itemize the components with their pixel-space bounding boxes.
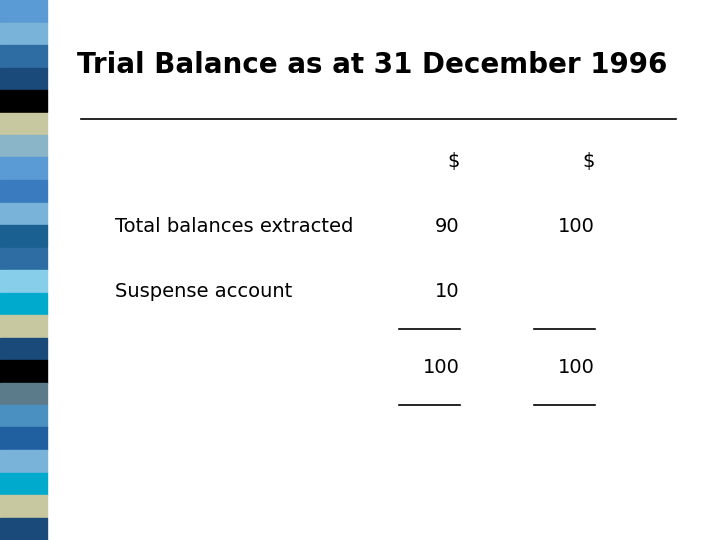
Text: Suspense account: Suspense account <box>115 282 292 301</box>
Text: 100: 100 <box>558 357 595 377</box>
Text: $: $ <box>582 152 595 172</box>
Text: 100: 100 <box>558 217 595 237</box>
Text: 100: 100 <box>423 357 459 377</box>
Text: 10: 10 <box>435 282 459 301</box>
Text: 90: 90 <box>435 217 459 237</box>
Text: Total balances extracted: Total balances extracted <box>115 217 354 237</box>
Text: Trial Balance as at 31 December 1996: Trial Balance as at 31 December 1996 <box>76 51 667 79</box>
Text: $: $ <box>447 152 459 172</box>
